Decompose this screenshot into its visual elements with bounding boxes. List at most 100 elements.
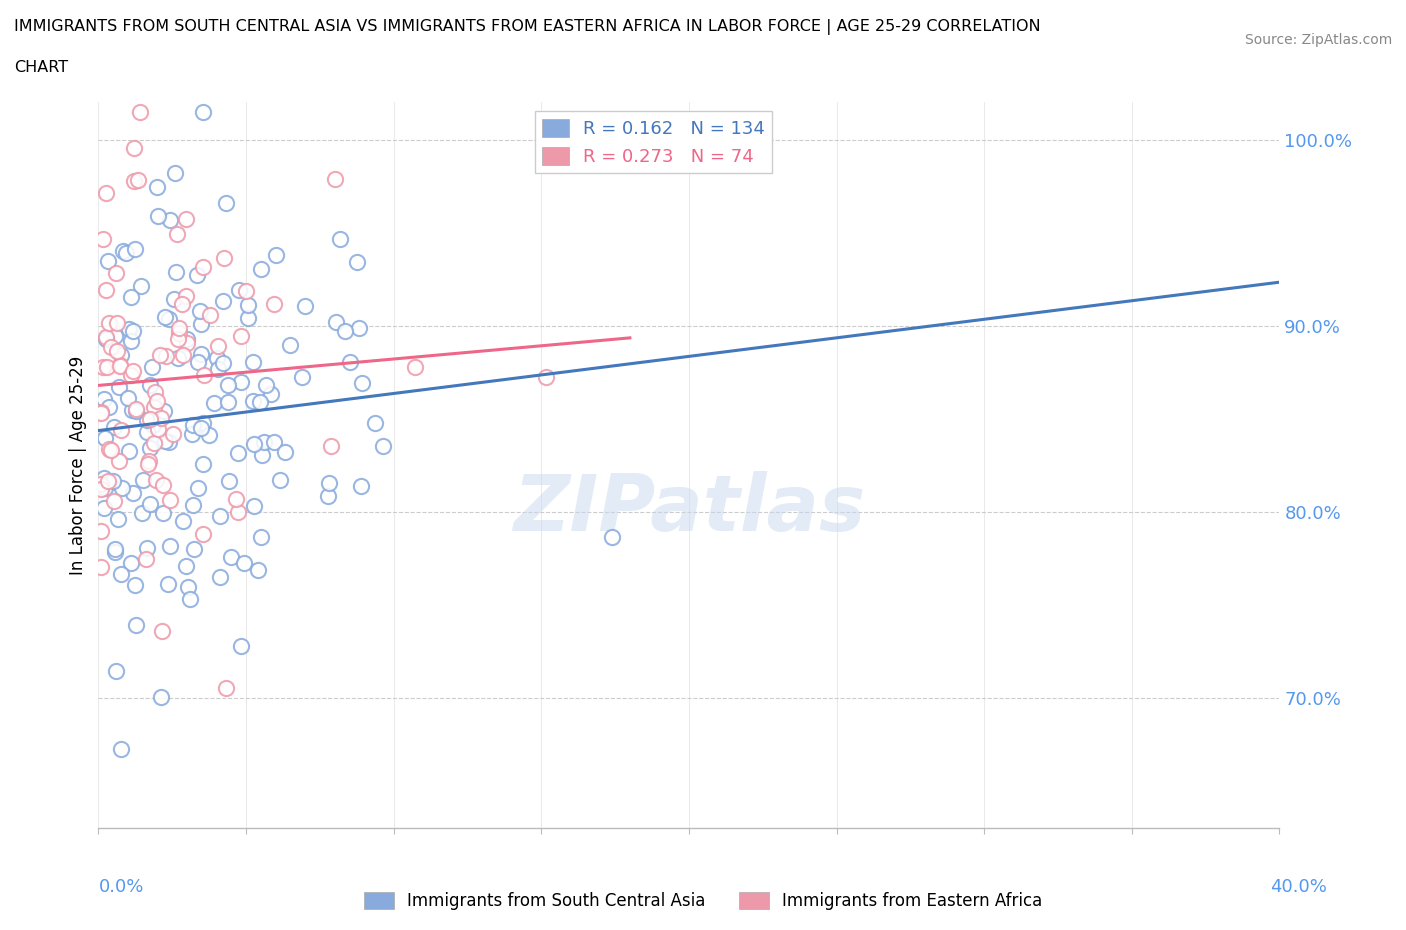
Point bbox=[141, 360, 163, 375]
Point bbox=[110, 422, 132, 437]
Point bbox=[209, 569, 232, 584]
Point bbox=[291, 369, 314, 384]
Y-axis label: In Labor Force | Age 25-29: In Labor Force | Age 25-29 bbox=[69, 355, 87, 575]
Point bbox=[98, 316, 121, 331]
Point bbox=[190, 346, 212, 361]
Point bbox=[153, 433, 176, 448]
Point bbox=[181, 498, 204, 512]
Point bbox=[100, 339, 122, 354]
Point bbox=[269, 472, 291, 487]
Point bbox=[243, 436, 266, 451]
Point bbox=[155, 348, 177, 363]
Point bbox=[191, 104, 214, 119]
Point bbox=[186, 268, 208, 283]
Point bbox=[110, 359, 132, 374]
Point bbox=[249, 394, 271, 409]
Point bbox=[159, 212, 181, 227]
Point bbox=[229, 329, 252, 344]
Point bbox=[534, 369, 557, 384]
Point bbox=[105, 315, 128, 330]
Point bbox=[138, 411, 160, 426]
Point bbox=[166, 227, 188, 242]
Point bbox=[100, 442, 122, 457]
Point bbox=[252, 448, 274, 463]
Point bbox=[122, 364, 145, 379]
Point bbox=[108, 358, 131, 373]
Point bbox=[170, 297, 193, 312]
Point bbox=[90, 559, 112, 574]
Point bbox=[190, 420, 212, 435]
Point bbox=[600, 530, 623, 545]
Legend: R = 0.162   N = 134, R = 0.273   N = 74: R = 0.162 N = 134, R = 0.273 N = 74 bbox=[534, 112, 772, 174]
Point bbox=[226, 445, 249, 460]
Point bbox=[249, 261, 271, 276]
Point bbox=[174, 212, 197, 227]
Point bbox=[132, 472, 155, 487]
Point bbox=[150, 411, 173, 426]
Point bbox=[143, 436, 166, 451]
Point bbox=[103, 493, 125, 508]
Point bbox=[96, 329, 118, 344]
Point bbox=[98, 400, 121, 415]
Point bbox=[120, 555, 142, 570]
Point bbox=[247, 563, 270, 578]
Point bbox=[104, 542, 127, 557]
Point bbox=[242, 393, 264, 408]
Point bbox=[117, 391, 139, 405]
Point bbox=[142, 418, 165, 432]
Point bbox=[90, 405, 112, 419]
Point bbox=[90, 482, 112, 497]
Point bbox=[198, 428, 221, 443]
Point bbox=[364, 416, 387, 431]
Point bbox=[96, 283, 118, 298]
Point bbox=[97, 253, 120, 268]
Point bbox=[350, 376, 373, 391]
Point bbox=[169, 326, 191, 340]
Point bbox=[187, 354, 209, 369]
Point bbox=[90, 477, 112, 492]
Point bbox=[91, 232, 114, 246]
Point bbox=[91, 360, 114, 375]
Point bbox=[318, 488, 340, 503]
Point bbox=[350, 479, 373, 494]
Point bbox=[347, 320, 370, 335]
Point bbox=[209, 508, 232, 523]
Point bbox=[212, 294, 235, 309]
Point bbox=[212, 250, 235, 265]
Point bbox=[207, 361, 229, 376]
Point bbox=[110, 566, 132, 581]
Point bbox=[165, 264, 187, 279]
Text: ZIPatlas: ZIPatlas bbox=[513, 471, 865, 547]
Point bbox=[136, 457, 159, 472]
Point bbox=[162, 426, 184, 441]
Point bbox=[153, 310, 176, 325]
Point bbox=[125, 618, 148, 632]
Point bbox=[104, 545, 127, 560]
Point bbox=[97, 473, 120, 488]
Point bbox=[157, 434, 180, 449]
Point bbox=[111, 244, 134, 259]
Point bbox=[225, 492, 247, 507]
Point bbox=[235, 284, 257, 299]
Point bbox=[117, 444, 139, 458]
Point bbox=[96, 360, 118, 375]
Point bbox=[188, 303, 211, 318]
Point bbox=[176, 331, 198, 346]
Point bbox=[93, 471, 115, 485]
Point bbox=[93, 478, 115, 493]
Point bbox=[142, 400, 165, 415]
Point bbox=[146, 393, 169, 408]
Point bbox=[143, 385, 166, 400]
Point bbox=[274, 445, 297, 460]
Legend: Immigrants from South Central Asia, Immigrants from Eastern Africa: Immigrants from South Central Asia, Immi… bbox=[357, 885, 1049, 917]
Point bbox=[129, 104, 152, 119]
Point bbox=[105, 344, 128, 359]
Point bbox=[174, 558, 197, 573]
Point bbox=[90, 524, 112, 538]
Point bbox=[207, 339, 229, 353]
Point bbox=[242, 355, 264, 370]
Point bbox=[124, 140, 146, 155]
Text: Source: ZipAtlas.com: Source: ZipAtlas.com bbox=[1244, 33, 1392, 46]
Point bbox=[93, 501, 115, 516]
Point bbox=[94, 332, 117, 347]
